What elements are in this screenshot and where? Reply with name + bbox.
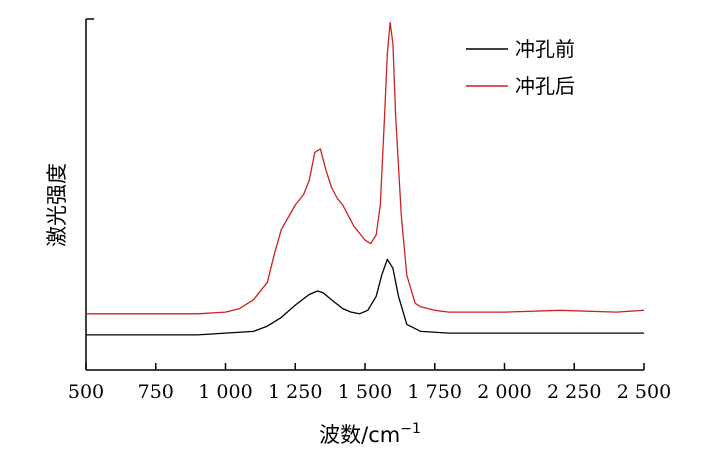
legend: 冲孔前 冲孔后 xyxy=(466,37,575,98)
y-axis-title: 激光强度 xyxy=(45,163,69,247)
x-axis-title-superscript: −1 xyxy=(400,421,421,437)
x-tick-label: 500 xyxy=(68,381,104,403)
x-tick-label: 1 250 xyxy=(268,381,322,403)
x-tick-label: 2 500 xyxy=(617,381,671,403)
legend-label-before: 冲孔前 xyxy=(515,37,575,61)
series-group xyxy=(86,21,645,336)
x-axis-title-text: 波数/cm xyxy=(319,423,400,447)
x-tick-label: 1 500 xyxy=(338,381,392,403)
series-line-before xyxy=(86,258,644,336)
x-tick-label: 750 xyxy=(138,381,174,403)
plot-area: 500 750 1 000 1 250 1 500 1 750 2 000 2 250 2 50… xyxy=(68,18,671,403)
x-axis-title: 波数/cm−1 xyxy=(319,421,421,447)
series-line-after xyxy=(86,21,645,315)
x-tick-label: 2 250 xyxy=(547,381,601,403)
x-tick-label: 1 750 xyxy=(408,381,462,403)
x-ticks: 500 750 1 000 1 250 1 500 1 750 2 000 2 250 2 50… xyxy=(68,363,671,403)
legend-label-after: 冲孔后 xyxy=(515,74,575,98)
x-tick-label: 2 000 xyxy=(477,381,531,403)
x-tick-label: 1 000 xyxy=(198,381,252,403)
